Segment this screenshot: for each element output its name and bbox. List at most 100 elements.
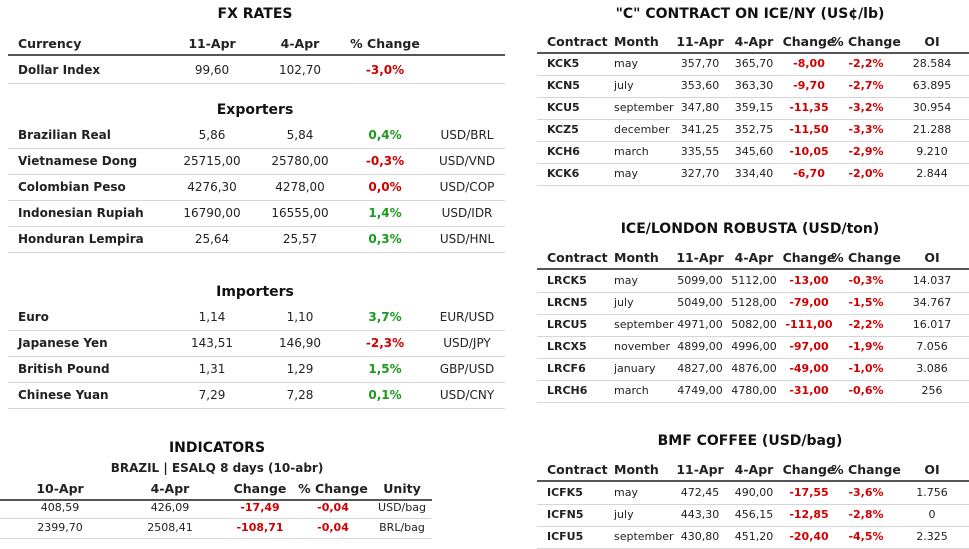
table-cell: 490,00 bbox=[734, 486, 774, 499]
table-cell: -0,04 bbox=[317, 521, 349, 534]
row-rule bbox=[537, 314, 969, 315]
column-header: % Change bbox=[298, 481, 368, 496]
table-cell: -1,0% bbox=[848, 362, 884, 375]
row-rule bbox=[8, 148, 505, 149]
table-cell: -2,2% bbox=[848, 57, 884, 70]
table-cell: -17,49 bbox=[240, 501, 280, 514]
table-cell: -3,6% bbox=[848, 486, 884, 499]
table-cell: may bbox=[614, 274, 638, 287]
table-cell: 2.844 bbox=[916, 167, 948, 180]
table-cell: 7.056 bbox=[916, 340, 948, 353]
table-cell: LRCK5 bbox=[547, 274, 587, 287]
table-cell: 21.288 bbox=[912, 123, 952, 136]
row-rule bbox=[8, 330, 505, 331]
table-cell: -97,00 bbox=[789, 340, 829, 353]
table-cell: -9,70 bbox=[793, 79, 825, 92]
table-cell: 1,4% bbox=[368, 206, 402, 220]
table-cell: USD/IDR bbox=[441, 206, 493, 220]
table-cell: USD/COP bbox=[439, 180, 495, 194]
table-cell: 102,70 bbox=[279, 63, 321, 77]
table-cell: 16790,00 bbox=[183, 206, 241, 220]
table-cell: -17,55 bbox=[789, 486, 829, 499]
table-cell: -3,0% bbox=[365, 63, 405, 77]
row-rule bbox=[537, 526, 969, 527]
table-cell: january bbox=[614, 362, 656, 375]
column-header: 4-Apr bbox=[734, 34, 774, 49]
table-cell: 5049,00 bbox=[677, 296, 723, 309]
table-cell: 4899,00 bbox=[677, 340, 723, 353]
table-cell: 345,60 bbox=[734, 145, 774, 158]
table-cell: 0 bbox=[928, 508, 936, 521]
table-cell: 25715,00 bbox=[183, 154, 241, 168]
table-cell: 4278,00 bbox=[275, 180, 325, 194]
table-cell: 0,3% bbox=[368, 232, 402, 246]
table-cell: 5112,00 bbox=[731, 274, 777, 287]
column-header: 4-Apr bbox=[734, 462, 774, 477]
table-cell: september bbox=[614, 530, 674, 543]
row-rule bbox=[537, 402, 969, 403]
header-rule bbox=[537, 268, 969, 270]
table-cell: 2508,41 bbox=[147, 521, 193, 534]
column-header: Change bbox=[233, 481, 287, 496]
table-cell: 4876,00 bbox=[731, 362, 777, 375]
table-cell: 3.086 bbox=[916, 362, 948, 375]
table-cell: BRL/bag bbox=[379, 521, 425, 534]
column-header: Change bbox=[782, 250, 836, 265]
table-cell: GBP/USD bbox=[439, 362, 495, 376]
table-cell: British Pound bbox=[18, 362, 110, 376]
row-rule bbox=[537, 185, 969, 186]
table-cell: 3,7% bbox=[368, 310, 402, 324]
table-cell: Colombian Peso bbox=[18, 180, 126, 194]
table-cell: 0,1% bbox=[368, 388, 402, 402]
table-cell: KCZ5 bbox=[547, 123, 579, 136]
table-title: INDICATORS bbox=[168, 440, 266, 456]
table-cell: -2,7% bbox=[848, 79, 884, 92]
row-rule bbox=[537, 380, 969, 381]
table-cell: 4749,00 bbox=[677, 384, 723, 397]
table-cell: november bbox=[614, 340, 670, 353]
row-rule bbox=[537, 119, 969, 120]
column-header: Change bbox=[782, 462, 836, 477]
column-header: Contract bbox=[547, 250, 608, 265]
table-subtitle: BRAZIL | ESALQ 8 days (10-abr) bbox=[110, 461, 324, 475]
table-cell: -12,85 bbox=[789, 508, 829, 521]
table-cell: december bbox=[614, 123, 670, 136]
table-cell: Honduran Lempira bbox=[18, 232, 144, 246]
table-cell: LRCX5 bbox=[547, 340, 587, 353]
column-header: OI bbox=[924, 462, 940, 477]
table-cell: -79,00 bbox=[789, 296, 829, 309]
table-cell: 4276,30 bbox=[187, 180, 237, 194]
column-header: 4-Apr bbox=[150, 481, 190, 496]
row-rule bbox=[537, 292, 969, 293]
row-rule bbox=[8, 174, 505, 175]
table-cell: 16555,00 bbox=[271, 206, 329, 220]
table-cell: LRCH6 bbox=[547, 384, 588, 397]
row-rule bbox=[8, 83, 505, 84]
table-cell: 7,29 bbox=[198, 388, 226, 402]
column-header: Change bbox=[782, 34, 836, 49]
column-header: 11-Apr bbox=[676, 462, 724, 477]
table-cell: -108,71 bbox=[236, 521, 284, 534]
table-cell: -2,9% bbox=[848, 145, 884, 158]
table-cell: 1,31 bbox=[198, 362, 226, 376]
table-cell: march bbox=[614, 145, 649, 158]
row-rule bbox=[0, 538, 432, 539]
table-cell: Indonesian Rupiah bbox=[18, 206, 144, 220]
column-header: Month bbox=[614, 34, 659, 49]
table-cell: 4971,00 bbox=[677, 318, 723, 331]
row-rule bbox=[537, 141, 969, 142]
table-cell: -49,00 bbox=[789, 362, 829, 375]
column-header: Contract bbox=[547, 34, 608, 49]
header-rule bbox=[537, 52, 969, 54]
row-rule bbox=[537, 358, 969, 359]
column-header: Contract bbox=[547, 462, 608, 477]
table-cell: 1,29 bbox=[286, 362, 314, 376]
table-cell: 443,30 bbox=[680, 508, 720, 521]
column-header: 4-Apr bbox=[280, 36, 320, 51]
row-rule bbox=[8, 408, 505, 409]
table-cell: 2.325 bbox=[916, 530, 948, 543]
table-cell: 363,30 bbox=[734, 79, 774, 92]
table-cell: 335,55 bbox=[680, 145, 720, 158]
table-cell: -0,6% bbox=[848, 384, 884, 397]
